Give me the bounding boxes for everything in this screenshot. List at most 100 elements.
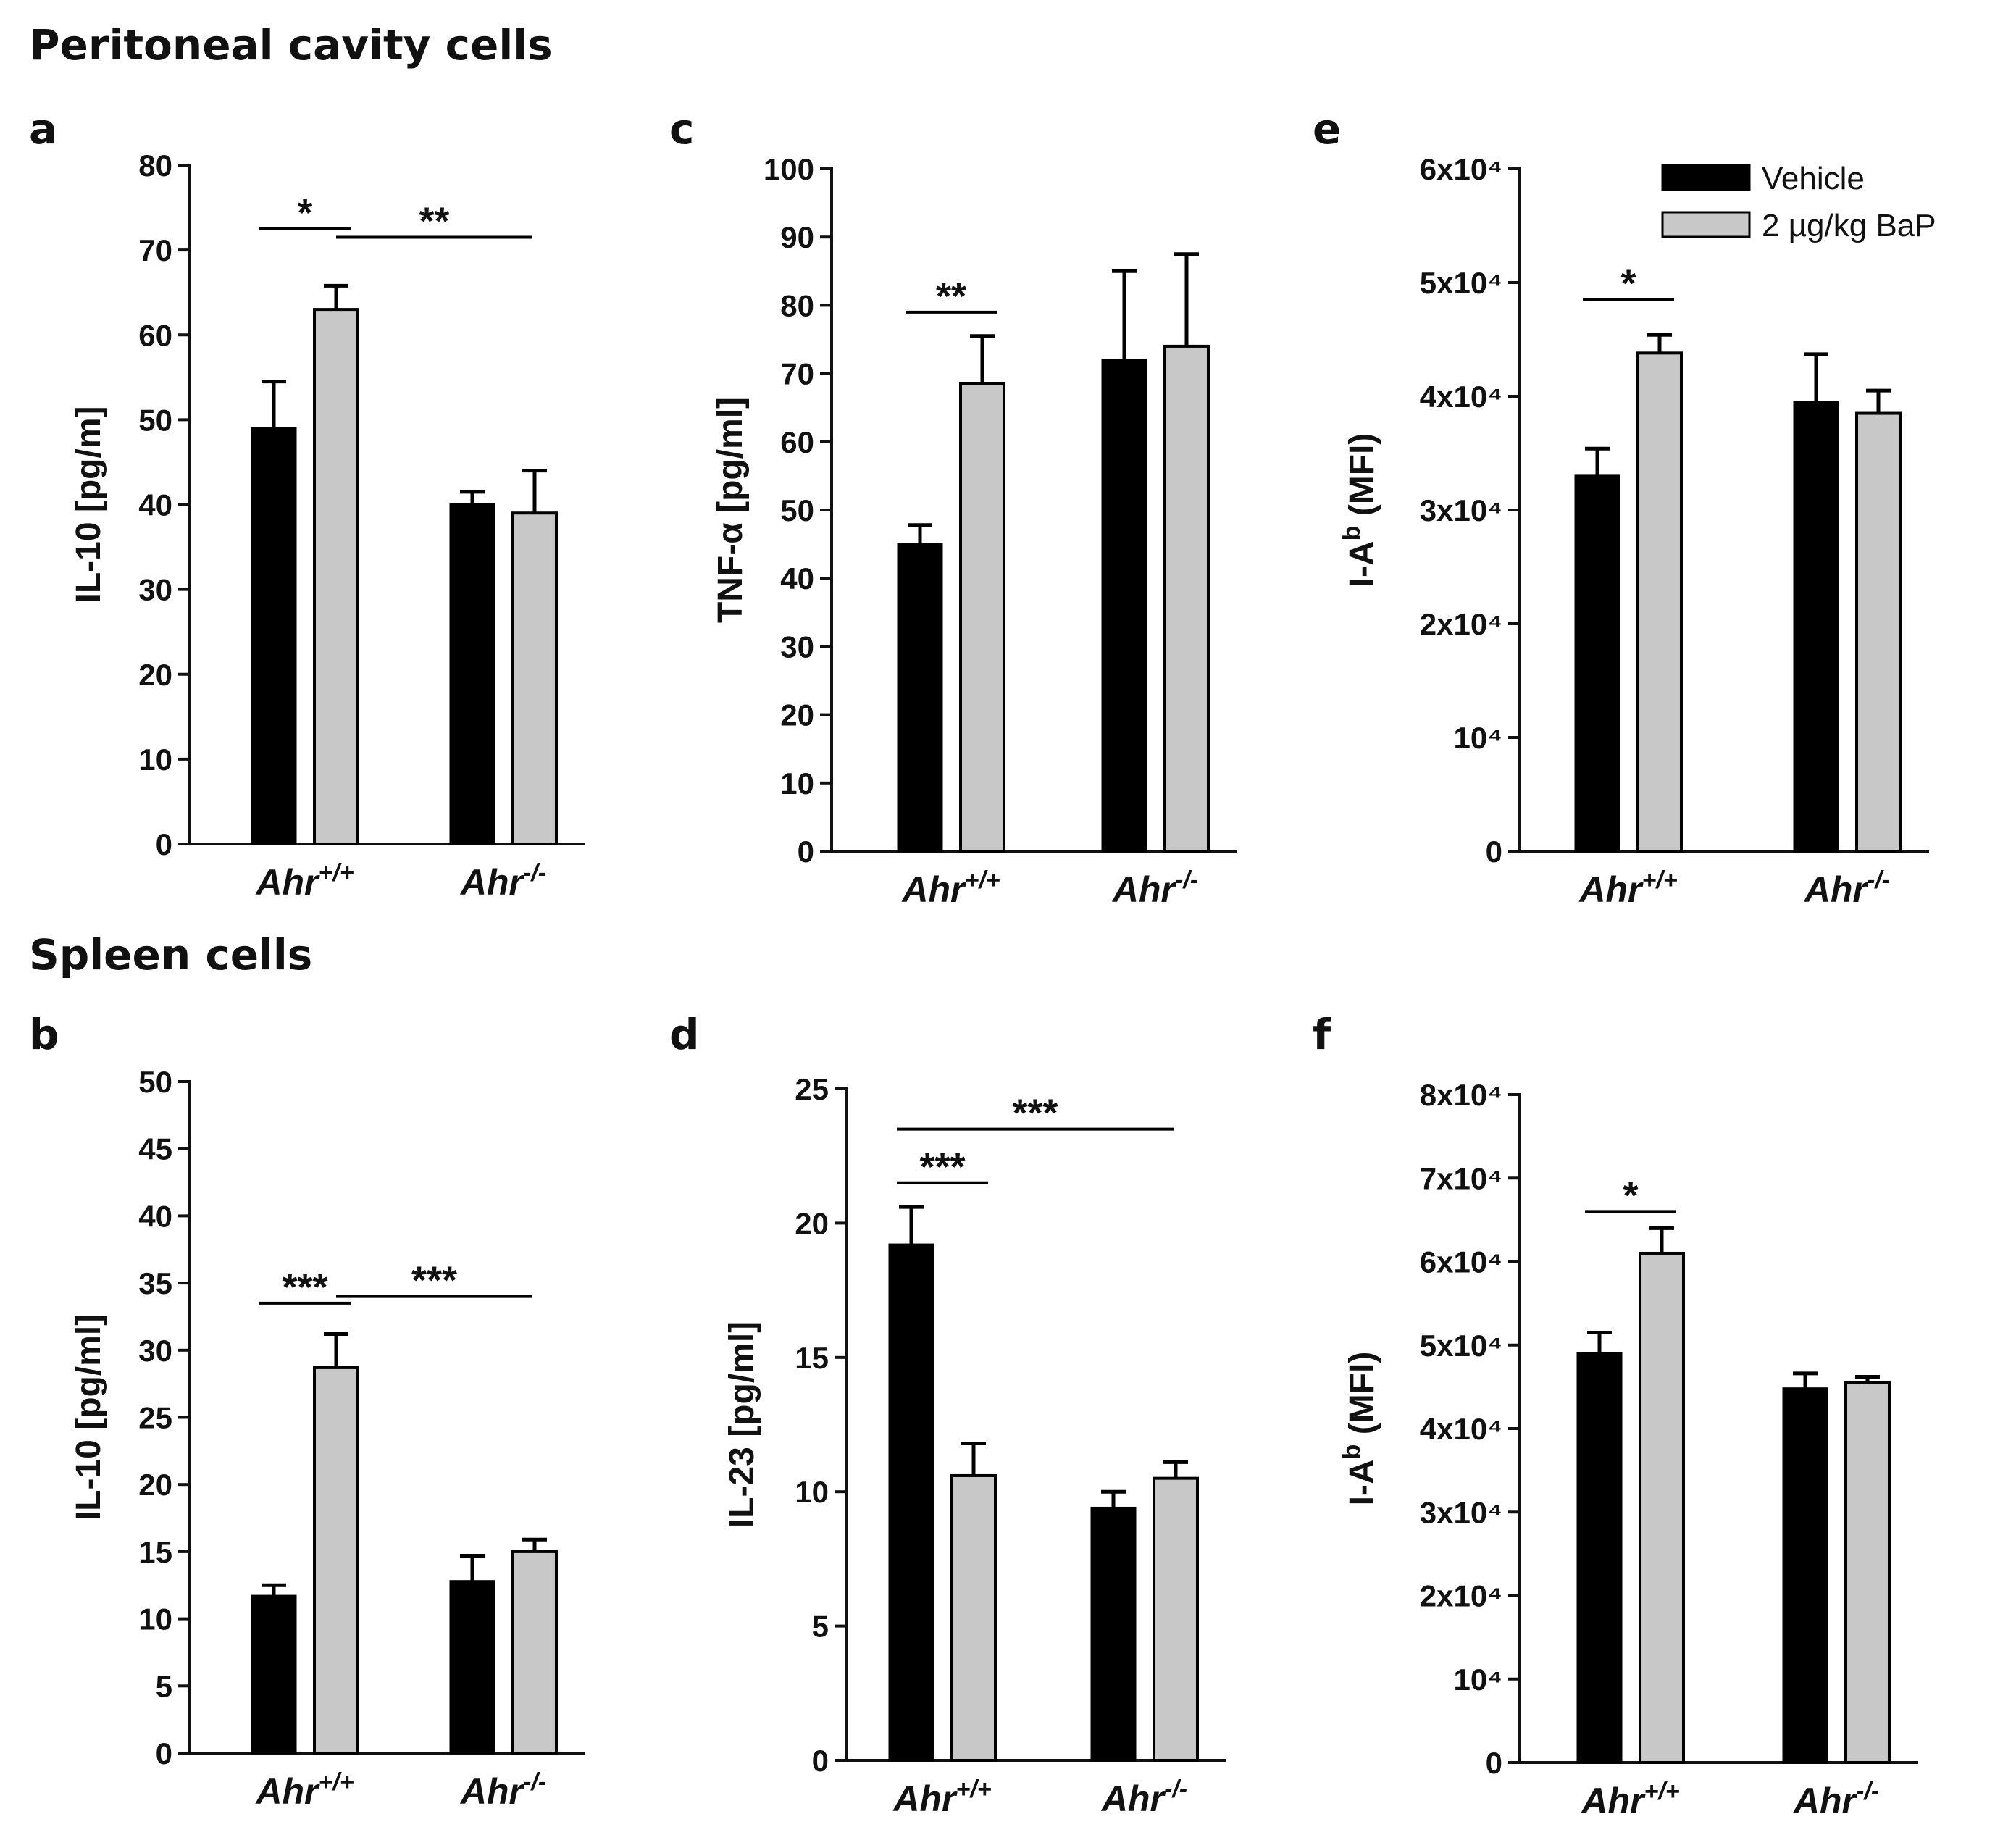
y-tick-label: 40 [138, 1199, 172, 1233]
legend-swatch-bap [1661, 211, 1751, 238]
y-tick-label: 0 [156, 827, 172, 861]
x-category-label: Ahr+/+ [254, 1768, 354, 1812]
x-category-label: Ahr-/- [1100, 1776, 1187, 1819]
bar-bap-group-2 [1163, 344, 1210, 853]
significance-label: ** [419, 200, 449, 243]
significance-label: * [1623, 1174, 1638, 1217]
bar-vehicle-group-2 [1090, 1506, 1137, 1762]
y-tick-label: 5x10⁴ [1420, 1329, 1502, 1363]
y-axis-title-superscript: b [1338, 526, 1365, 541]
bar-bap-group-1 [959, 382, 1005, 853]
panel-a: a 0 10 20 30 40 50 60 70 80 IL-10 [pg/m] Ahr+/+ Ahr-… [29, 104, 585, 903]
y-tick-label: 25 [138, 1401, 172, 1435]
legend-label-vehicle: Vehicle [1762, 161, 1865, 196]
legend-label-bap: 2 µg/kg BaP [1762, 208, 1936, 243]
x-category-superscript: -/- [523, 859, 546, 887]
y-axis-title: IL-23 [pg/ml] [723, 1321, 761, 1528]
y-tick-label: 6x10⁴ [1420, 1245, 1502, 1279]
panel-e: e 0 10⁴ 2x10⁴ 3x10⁴ 4x10⁴ 5x10⁴ 6x10⁴ I-Ab (MFI)… [1313, 104, 1936, 910]
panel-c: c 0 10 20 30 40 50 60 70 80 90 100 TNF-α [pg/ml] Ahr+… [669, 104, 1237, 910]
bar-vehicle-group-1 [1576, 1352, 1623, 1764]
x-category-superscript: -/- [1867, 866, 1890, 894]
section-title-peritoneal: Peritoneal cavity cells [29, 20, 553, 70]
panel-letter-d: d [669, 1010, 700, 1059]
panel-letter-b: b [29, 1010, 59, 1059]
y-axis-title: IL-10 [pg/m] [70, 406, 108, 603]
y-tick-label: 25 [795, 1072, 829, 1106]
x-category-label: Ahr-/- [459, 859, 546, 903]
y-tick-label: 60 [780, 425, 814, 459]
panel-b: b 0 5 10 15 20 25 30 35 40 45 50 IL-10 [pg/ml] Ahr+/+… [29, 1010, 585, 1812]
bar-bap-group-1 [1636, 351, 1683, 853]
y-tick-label: 70 [138, 233, 172, 267]
y-tick-label: 20 [138, 1468, 172, 1502]
y-axis-title: I-Ab (MFI) [1338, 1352, 1381, 1506]
y-tick-label: 80 [780, 288, 814, 322]
y-tick-label: 10 [795, 1475, 829, 1509]
y-axis-title: I-Ab (MFI) [1338, 433, 1381, 588]
bar-bap-group-2 [1844, 1381, 1891, 1765]
y-tick-label: 20 [138, 658, 172, 692]
bar-vehicle-group-2 [1101, 359, 1147, 853]
bar-bap-group-2 [1855, 411, 1902, 853]
y-tick-label: 3x10⁴ [1420, 1495, 1502, 1529]
section-title-spleen: Spleen cells [29, 930, 312, 979]
bar-bap-group-1 [950, 1473, 997, 1763]
x-category-superscript: -/- [1175, 866, 1198, 894]
y-axis-title: IL-10 [pg/ml] [70, 1314, 108, 1521]
y-tick-label: 10 [138, 1602, 172, 1636]
bar-vehicle-group-2 [449, 503, 495, 845]
significance-label: *** [1012, 1092, 1058, 1135]
bar-vehicle-group-2 [449, 1580, 495, 1755]
bar-bap-group-2 [1153, 1476, 1199, 1763]
y-tick-label: 45 [138, 1132, 172, 1166]
significance-label: *** [282, 1266, 327, 1309]
y-tick-label: 100 [764, 152, 814, 186]
y-tick-label: 40 [780, 561, 814, 595]
x-category-label: Ahr-/- [1803, 866, 1890, 910]
y-tick-label: 5 [156, 1669, 172, 1703]
y-tick-label: 80 [138, 149, 172, 183]
y-tick-label: 30 [780, 630, 814, 664]
y-tick-label: 0 [1486, 1746, 1502, 1780]
x-category-label: Ahr-/- [459, 1768, 546, 1812]
y-tick-label: 2x10⁴ [1420, 607, 1502, 641]
y-tick-label: 0 [812, 1744, 829, 1778]
y-tick-label: 30 [138, 573, 172, 607]
bar-vehicle-group-2 [1782, 1387, 1828, 1764]
y-axis-title-superscript: b [1338, 1444, 1365, 1460]
bar-bap-group-2 [511, 511, 558, 846]
panel-letter-a: a [29, 104, 57, 154]
legend-swatch-vehicle [1661, 164, 1751, 191]
y-tick-label: 60 [138, 318, 172, 352]
y-tick-label: 10 [138, 743, 172, 777]
y-tick-label: 0 [1486, 835, 1502, 869]
y-tick-label: 7x10⁴ [1420, 1161, 1502, 1195]
y-tick-label: 2x10⁴ [1420, 1579, 1502, 1613]
bar-vehicle-group-1 [888, 1243, 934, 1762]
x-category-superscript: +/+ [1644, 1778, 1679, 1805]
bar-bap-group-2 [511, 1550, 558, 1755]
x-category-label: Ahr+/+ [254, 859, 354, 903]
bar-vehicle-group-2 [1793, 401, 1839, 853]
y-axis-title: TNF-α [pg/ml] [711, 397, 750, 623]
y-tick-label: 40 [138, 488, 172, 522]
bar-bap-group-1 [1639, 1251, 1685, 1764]
panel-d: d 0 5 10 15 20 25 IL-23 [pg/ml] Ahr+/+ Ahr-/- *** *… [669, 1010, 1226, 1819]
panel-letter-e: e [1313, 104, 1341, 154]
y-tick-label: 0 [798, 835, 814, 869]
y-tick-label: 50 [780, 493, 814, 527]
x-category-label: Ahr+/+ [900, 866, 1000, 910]
x-category-label: Ahr-/- [1111, 866, 1198, 910]
significance-label: ** [936, 275, 966, 318]
y-tick-label: 5x10⁴ [1420, 266, 1502, 300]
bar-vehicle-group-1 [897, 543, 943, 853]
x-category-superscript: -/- [1164, 1776, 1187, 1803]
bar-vehicle-group-1 [251, 1594, 297, 1755]
y-tick-label: 20 [780, 698, 814, 732]
x-category-superscript: +/+ [318, 1768, 354, 1796]
x-category-superscript: -/- [523, 1768, 546, 1796]
x-category-label: Ahr+/+ [1578, 866, 1677, 910]
